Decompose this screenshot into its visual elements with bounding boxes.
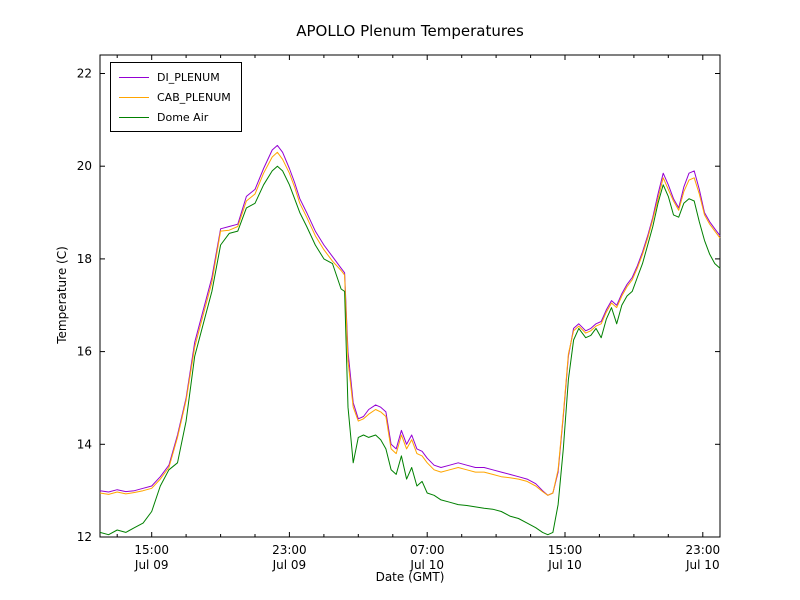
y-tick-label: 16 xyxy=(77,345,92,359)
x-tick-time: 15:00 xyxy=(548,543,583,557)
y-tick-label: 18 xyxy=(77,252,92,266)
x-tick-time: 15:00 xyxy=(134,543,169,557)
legend: DI_PLENUM CAB_PLENUM Dome Air xyxy=(110,62,242,132)
y-tick-label: 14 xyxy=(77,437,92,451)
x-tick-date: Jul 10 xyxy=(409,558,444,572)
plot-frame xyxy=(99,54,721,538)
legend-label: Dome Air xyxy=(157,110,209,124)
x-tick-time: 23:00 xyxy=(272,543,307,557)
legend-line-sample xyxy=(119,116,149,118)
legend-line-sample xyxy=(119,76,149,78)
x-tick-date: Jul 09 xyxy=(134,558,169,572)
x-tick-date: Jul 10 xyxy=(685,558,720,572)
x-tick-date: Jul 10 xyxy=(547,558,582,572)
x-tick-date: Jul 09 xyxy=(272,558,307,572)
legend-entry: Dome Air xyxy=(119,107,231,127)
legend-label: CAB_PLENUM xyxy=(157,90,231,104)
y-tick-label: 12 xyxy=(77,530,92,544)
x-tick-time: 07:00 xyxy=(410,543,445,557)
series-line-cab_plenum xyxy=(99,151,721,496)
series-line-di_plenum xyxy=(99,144,721,496)
chart-title: APOLLO Plenum Temperatures xyxy=(296,22,524,40)
x-tick-time: 23:00 xyxy=(686,543,721,557)
series-line-dome-air xyxy=(99,165,721,536)
legend-line-sample xyxy=(119,96,149,98)
x-axis-label: Date (GMT) xyxy=(375,570,445,584)
legend-label: DI_PLENUM xyxy=(157,70,220,84)
y-tick-label: 20 xyxy=(77,159,92,173)
legend-entry: DI_PLENUM xyxy=(119,67,231,87)
y-tick-label: 22 xyxy=(77,67,92,81)
legend-entry: CAB_PLENUM xyxy=(119,87,231,107)
y-axis-label: Temperature (C) xyxy=(55,246,69,344)
